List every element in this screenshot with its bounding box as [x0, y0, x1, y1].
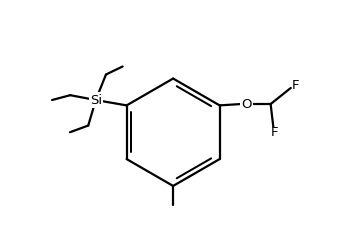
Text: F: F	[292, 79, 300, 92]
Text: Si: Si	[90, 94, 102, 106]
Text: O: O	[241, 97, 252, 111]
Text: F: F	[271, 126, 278, 139]
